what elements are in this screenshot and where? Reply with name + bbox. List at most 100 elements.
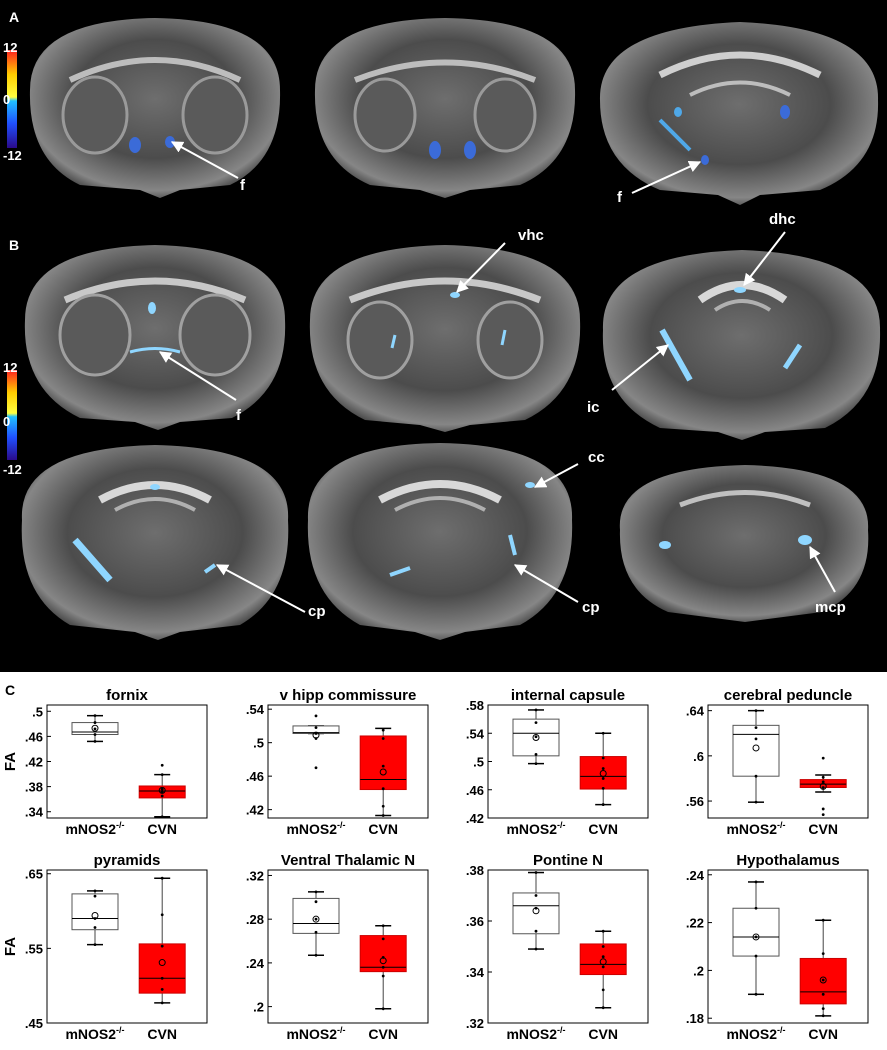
data-point xyxy=(93,926,97,929)
y-tick-label: .32 xyxy=(246,868,264,883)
data-point xyxy=(821,952,825,956)
category-label-mnos2: mNOS2-/- xyxy=(286,1025,345,1042)
plot-title: cerebral peduncle xyxy=(724,687,852,704)
data-point xyxy=(160,773,164,777)
data-point xyxy=(314,953,318,957)
box-cvn xyxy=(359,727,407,817)
data-point xyxy=(534,708,538,712)
y-tick-label: .5 xyxy=(32,704,43,719)
y-tick-label: .64 xyxy=(686,704,705,719)
box-iqr xyxy=(359,935,407,973)
data-point xyxy=(160,787,164,791)
data-point xyxy=(314,714,318,718)
data-point xyxy=(160,794,164,798)
box-iqr xyxy=(579,756,627,790)
annotation-a-f1: f xyxy=(240,177,246,194)
data-point xyxy=(381,1007,385,1011)
category-label-mnos2: mNOS2-/- xyxy=(65,820,124,837)
plot-frame xyxy=(46,704,208,819)
arrow-b-cp1 xyxy=(215,564,306,613)
box-cvn xyxy=(138,876,186,1005)
plot-title: Ventral Thalamic N xyxy=(281,852,415,869)
mean-marker xyxy=(158,786,166,794)
category-label-cvn: CVN xyxy=(808,1026,838,1042)
data-point xyxy=(534,929,538,933)
colorbar-a-tick-max: 12 xyxy=(3,40,17,55)
annotation-b-cp2: cp xyxy=(582,599,600,616)
data-point xyxy=(93,894,97,898)
plot-frame xyxy=(487,869,649,1024)
mean-marker xyxy=(819,976,827,984)
y-tick-label: .54 xyxy=(466,726,485,741)
data-point xyxy=(314,900,318,904)
y-tick-label: .55 xyxy=(25,941,43,956)
data-point xyxy=(93,889,97,893)
plot-frame xyxy=(707,704,869,819)
category-label-mnos2: mNOS2-/- xyxy=(286,820,345,837)
y-axis-label: FA xyxy=(2,752,19,771)
data-point xyxy=(93,740,97,743)
y-tick-label: .32 xyxy=(466,1016,484,1031)
category-label-mnos2: mNOS2-/- xyxy=(726,1025,785,1042)
data-point xyxy=(160,944,164,948)
data-point xyxy=(821,918,825,922)
plot-frame xyxy=(707,869,869,1024)
brain-slice-b5 xyxy=(307,443,573,640)
data-point xyxy=(754,774,758,778)
data-point xyxy=(601,731,605,735)
box-cvn xyxy=(579,731,627,806)
y-tick-label: .36 xyxy=(466,914,484,929)
mean-marker xyxy=(819,782,827,790)
data-point xyxy=(160,876,164,880)
colorbar-a-tick-min: -12 xyxy=(3,148,22,163)
data-point xyxy=(160,913,164,917)
data-point xyxy=(314,930,318,934)
data-point xyxy=(381,814,385,817)
category-label-mnos2: mNOS2-/- xyxy=(65,1025,124,1042)
data-point xyxy=(160,815,164,819)
box-cvn xyxy=(799,918,847,1018)
y-tick-label: .5 xyxy=(253,736,264,751)
data-point xyxy=(160,988,164,991)
data-point xyxy=(93,733,97,736)
data-point xyxy=(381,764,385,768)
box-cvn xyxy=(359,924,407,1011)
data-point xyxy=(601,965,605,969)
annotation-b-f: f xyxy=(236,407,242,424)
box-mnos2 xyxy=(292,714,340,770)
data-point xyxy=(160,976,164,980)
y-tick-label: .65 xyxy=(25,867,43,882)
data-point xyxy=(93,727,97,731)
plot-3: internal capsule .58 .54 .5 .46 .42 mNOS2-/- CV… xyxy=(466,687,649,837)
data-point xyxy=(754,992,758,996)
panel-label-b: B xyxy=(9,237,19,253)
arrow-b-ic xyxy=(611,344,669,391)
y-tick-label: .58 xyxy=(466,698,484,713)
brain-slice-a2 xyxy=(314,18,576,198)
data-point xyxy=(534,721,538,725)
colorbar-b-gradient xyxy=(7,370,17,460)
plot-6: Ventral Thalamic N .32 .28 .24 .2 mNOS2-/- CVN xyxy=(246,852,429,1042)
category-superscript: -/- xyxy=(116,1025,125,1035)
box-iqr xyxy=(359,735,407,791)
plot-1: fornix .5 .46 .42 .38 .34 FA mNOS2-/- CVN xyxy=(2,687,208,837)
data-point xyxy=(601,945,605,948)
data-point xyxy=(754,709,758,713)
colorbar-a-gradient xyxy=(7,50,17,148)
category-label-cvn: CVN xyxy=(368,1026,398,1042)
data-point xyxy=(601,767,605,770)
y-tick-label: .38 xyxy=(25,780,43,795)
plot-7: Pontine N .38 .36 .34 .32 mNOS2-/- CVN xyxy=(466,852,649,1042)
mean-marker xyxy=(91,912,99,920)
category-label-mnos2: mNOS2-/- xyxy=(506,1025,565,1042)
data-point xyxy=(821,807,825,811)
data-point xyxy=(534,753,538,756)
category-label-mnos2: mNOS2-/- xyxy=(506,820,565,837)
data-point xyxy=(534,762,538,766)
category-superscript: -/- xyxy=(337,1025,346,1035)
y-tick-label: .56 xyxy=(686,794,704,809)
y-tick-label: .38 xyxy=(466,863,484,878)
data-point xyxy=(821,775,825,779)
brain-slice-a1 xyxy=(29,18,281,198)
